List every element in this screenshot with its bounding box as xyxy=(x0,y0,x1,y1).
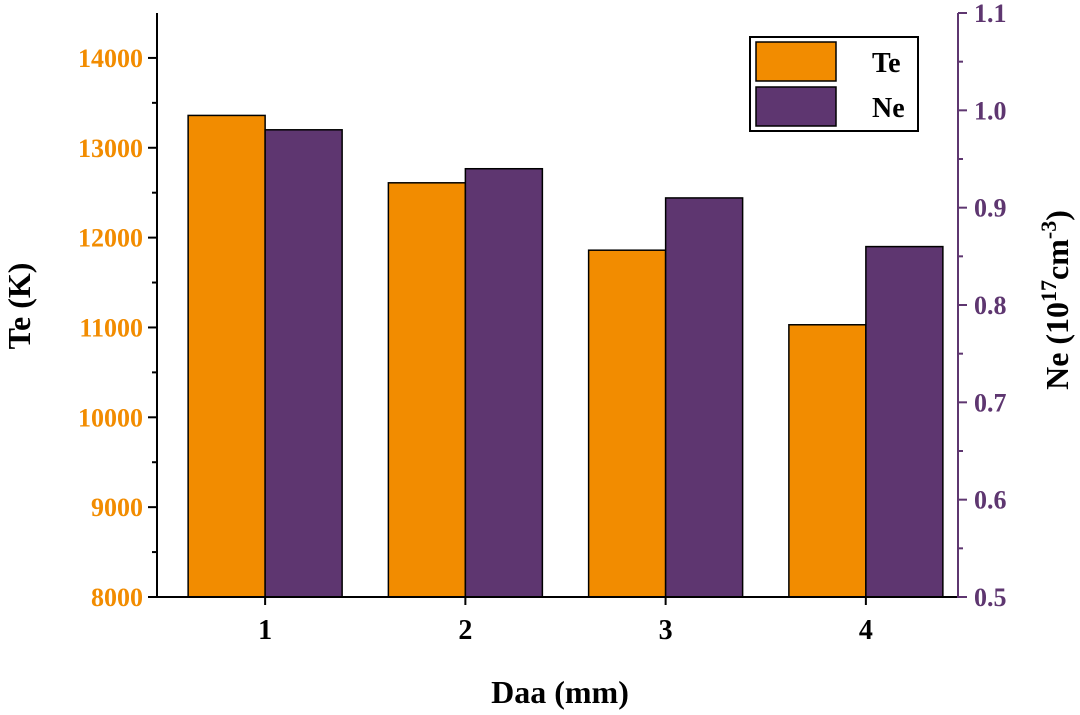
right-axis-title-close: ) xyxy=(1039,210,1075,221)
right-axis-title-unit: cm xyxy=(1039,239,1075,280)
bar-te-4 xyxy=(788,324,867,598)
bar-ne-2 xyxy=(464,167,544,598)
right-tick-label-0.9: 0.9 xyxy=(974,194,1007,223)
bar-te-3 xyxy=(587,249,667,598)
left-tick-label-11000: 11000 xyxy=(79,313,143,342)
legend: Te Ne xyxy=(749,36,919,132)
bar-ne-3 xyxy=(664,197,744,598)
right-axis-title: Ne (1017cm-3) xyxy=(1036,210,1075,390)
legend-label-te: Te xyxy=(872,48,901,79)
x-axis-title: Daa (mm) xyxy=(491,674,629,710)
right-tick-label-0.8: 0.8 xyxy=(974,291,1007,320)
bar-te-2 xyxy=(387,182,467,598)
right-tick-label-0.6: 0.6 xyxy=(974,486,1007,515)
bar-ne-1 xyxy=(264,129,343,598)
watermark-text: 江苏激光产业创新联盟 xyxy=(900,685,1070,705)
right-tick-label-1.1: 1.1 xyxy=(974,0,1007,28)
right-tick-label-0.7: 0.7 xyxy=(974,388,1007,417)
right-tick-label-1.0: 1.0 xyxy=(974,96,1007,125)
x-tick-label-4: 4 xyxy=(859,615,873,646)
bar-te-1 xyxy=(187,114,266,598)
left-tick-label-8000: 8000 xyxy=(91,583,143,612)
x-tick-label-3: 3 xyxy=(659,615,673,646)
bar-ne-4 xyxy=(865,245,944,598)
legend-swatch-ne xyxy=(755,86,837,127)
plot-area: 1 2 3 4 8000 9000 10000 11000 12000 13000 14000 0.5… xyxy=(78,0,1007,646)
x-tick-label-2: 2 xyxy=(458,615,472,646)
right-tick-label-0.5: 0.5 xyxy=(974,583,1007,612)
legend-label-ne: Ne xyxy=(872,93,905,124)
right-axis-title-unit-exp: -3 xyxy=(1036,221,1061,239)
left-tick-label-10000: 10000 xyxy=(78,403,143,432)
right-axis-title-base: Ne (10 xyxy=(1039,302,1075,390)
left-tick-label-9000: 9000 xyxy=(91,493,143,522)
left-tick-label-14000: 14000 xyxy=(78,44,143,73)
left-tick-label-12000: 12000 xyxy=(78,224,143,253)
left-tick-label-13000: 13000 xyxy=(78,134,143,163)
x-tick-label-1: 1 xyxy=(258,615,272,646)
legend-swatch-te xyxy=(755,41,837,82)
right-axis-title-exp: 17 xyxy=(1036,280,1061,302)
left-axis-title: Te (K) xyxy=(1,263,37,350)
